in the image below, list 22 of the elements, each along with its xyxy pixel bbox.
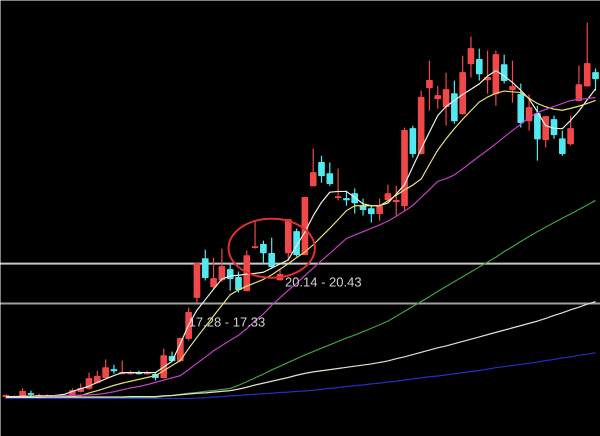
candlestick (584, 22, 591, 88)
candlestick (376, 198, 383, 222)
candlestick (110, 364, 118, 374)
candlestick (592, 68, 599, 92)
candlestick (509, 60, 516, 104)
candlestick (202, 249, 209, 282)
candlestick (252, 220, 258, 250)
candlestick (542, 116, 550, 148)
candlestick (260, 240, 267, 264)
candlestick (476, 48, 483, 82)
candlestick (102, 358, 109, 380)
candlestick (550, 114, 558, 140)
candlestick (576, 64, 582, 102)
candlestick (334, 168, 342, 202)
candlestick (426, 60, 433, 112)
candlestick (567, 114, 574, 146)
candlestick (468, 36, 474, 78)
candlestick (310, 148, 317, 188)
candlestick (268, 237, 276, 270)
candlestick (526, 94, 532, 132)
candlestick (558, 130, 566, 156)
candlestick (343, 190, 350, 206)
